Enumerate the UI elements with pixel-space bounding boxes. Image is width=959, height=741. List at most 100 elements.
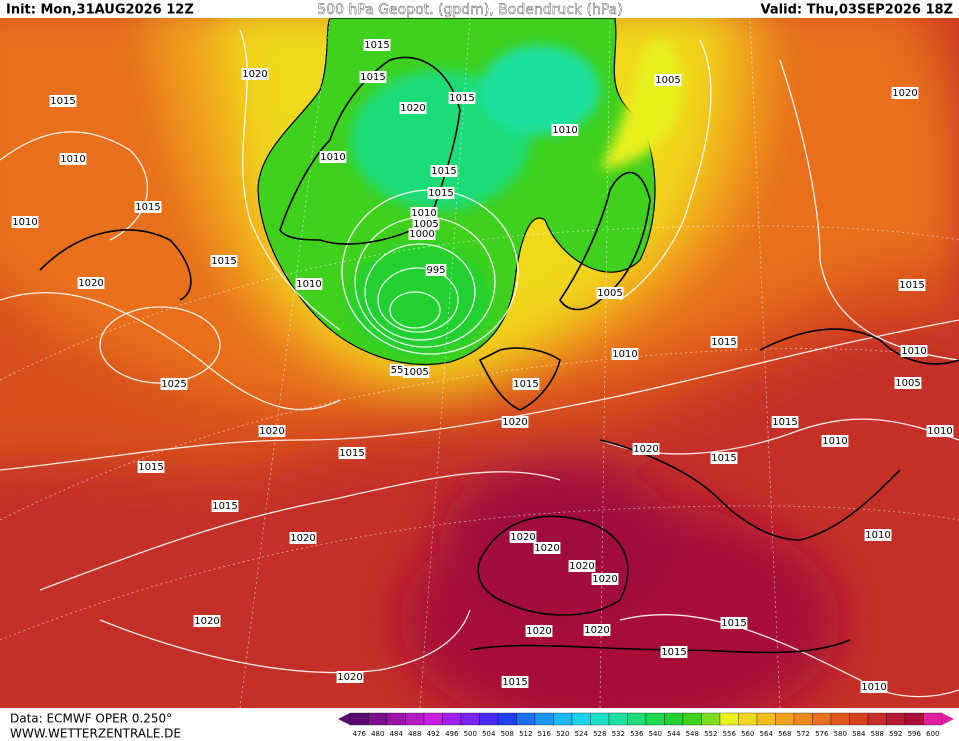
isobar-label-bg bbox=[77, 277, 105, 289]
isobar-label-bg bbox=[654, 74, 682, 86]
isobar-label: 1015 bbox=[431, 166, 456, 177]
isobar-label-bg bbox=[49, 95, 77, 107]
isobar-label-bg bbox=[137, 461, 165, 473]
website: WWW.WETTERZENTRALE.DE bbox=[10, 727, 181, 741]
low-shading bbox=[350, 38, 682, 355]
colorbar-tick-label: 532 bbox=[612, 730, 625, 738]
colorbar-tick-label: 548 bbox=[686, 730, 699, 738]
colorbar-swatch bbox=[793, 712, 813, 726]
isobar-label: 1015 bbox=[899, 280, 924, 291]
isobar-label-bg bbox=[894, 377, 922, 389]
colorbar-tick-label: 504 bbox=[482, 730, 496, 738]
colorbar-tick-label: 556 bbox=[723, 730, 737, 738]
isobar-label: 1010 bbox=[411, 208, 436, 219]
isobar-label-bg bbox=[583, 624, 611, 636]
colorbar-swatch bbox=[590, 712, 610, 726]
isobar-label: 995 bbox=[426, 265, 445, 276]
isobar-label: 1015 bbox=[449, 93, 474, 104]
colorbar-swatch bbox=[349, 712, 369, 726]
colorbar-swatch bbox=[775, 712, 795, 726]
isobar-label: 1020 bbox=[337, 672, 362, 683]
colorbar-swatch bbox=[516, 712, 536, 726]
colorbar-tick-label: 568 bbox=[778, 730, 791, 738]
isobar-label-bg bbox=[509, 531, 537, 543]
colorbar-swatch bbox=[682, 712, 702, 726]
isobar-label: 1010 bbox=[822, 436, 847, 447]
colorbar-swatch bbox=[738, 712, 758, 726]
map-title: 500 hPa Geopot. (gpdm), Bodendruck (hPa) bbox=[317, 2, 622, 18]
colorbar-swatch bbox=[460, 712, 480, 726]
isobar-label: 1015 bbox=[212, 501, 237, 512]
isobar-label-bg bbox=[389, 364, 405, 376]
isobar-label: 1015 bbox=[364, 40, 389, 51]
isobar-label: 1010 bbox=[320, 152, 345, 163]
colorbar-swatch bbox=[701, 712, 721, 726]
isobar-labels: 1015 1020 1015 1015 1015 1020 1005 1020 1010 1010… bbox=[11, 39, 954, 693]
isobar-label-bg bbox=[501, 676, 529, 688]
colorbar: 476 480 484 488 492 496 500 504 508 512 516 520 524 5… bbox=[338, 712, 954, 738]
colorbar-tick-label: 492 bbox=[427, 730, 440, 738]
isobar-label-bg bbox=[160, 378, 188, 390]
isobar-label-bg bbox=[596, 287, 624, 299]
colorbar-tick-label: 544 bbox=[667, 730, 681, 738]
isobar-label: 1000 bbox=[409, 229, 434, 240]
isobar-label-bg bbox=[512, 378, 540, 390]
colorbar-tick-label: 588 bbox=[871, 730, 884, 738]
isobar-label-bg bbox=[425, 264, 447, 276]
colorbar-arrow-left bbox=[338, 713, 350, 725]
isobar-label: 1020 bbox=[194, 616, 219, 627]
colorbar-tick-label: 560 bbox=[741, 730, 754, 738]
isobar-label-bg bbox=[710, 336, 738, 348]
isobar-label: 1005 bbox=[895, 378, 920, 389]
colorbar-swatch bbox=[645, 712, 665, 726]
colorbar-swatch bbox=[497, 712, 517, 726]
isobar-label-bg bbox=[864, 529, 892, 541]
colorbar-swatch bbox=[627, 712, 647, 726]
colorbar-swatch bbox=[405, 712, 425, 726]
colorbar-tick-label: 512 bbox=[519, 730, 532, 738]
colorbar-arrow-right bbox=[942, 713, 954, 725]
colorbar-swatch bbox=[423, 712, 443, 726]
colorbar-swatch bbox=[571, 712, 591, 726]
colorbar-tick-label: 484 bbox=[390, 730, 404, 738]
colorbar-swatch bbox=[479, 712, 499, 726]
isobar-label-bg bbox=[710, 452, 738, 464]
valid-time: Valid: Thu,03SEP2026 18Z bbox=[761, 3, 953, 18]
colorbar-swatch bbox=[756, 712, 776, 726]
isobar-label: 1010 bbox=[927, 426, 952, 437]
isobar-label: 1020 bbox=[400, 103, 425, 114]
isobar-label: 1020 bbox=[290, 533, 315, 544]
isobar-label-bg bbox=[412, 218, 440, 230]
isobar-label: 1005 bbox=[403, 367, 428, 378]
isobar-label: 1015 bbox=[661, 647, 686, 658]
isobar-label: 1015 bbox=[138, 462, 163, 473]
isobar-label: 1020 bbox=[526, 626, 551, 637]
isobar-label: 1020 bbox=[510, 532, 535, 543]
isobar-label-bg bbox=[821, 435, 849, 447]
isobar-label-bg bbox=[363, 39, 391, 51]
colorbar-swatch bbox=[830, 712, 850, 726]
isobar-label: 1010 bbox=[60, 154, 85, 165]
colorbar-tick-label: 540 bbox=[649, 730, 662, 738]
isobar-label-bg bbox=[898, 279, 926, 291]
isobar-label: 1010 bbox=[296, 279, 321, 290]
isobar-label: 1015 bbox=[772, 417, 797, 428]
colorbar-swatch bbox=[553, 712, 573, 726]
isobar-label-bg bbox=[210, 255, 238, 267]
isobar-label: 1020 bbox=[259, 426, 284, 437]
isobar-label-bg bbox=[448, 92, 476, 104]
isobar-label: 1015 bbox=[135, 202, 160, 213]
colorbar-tick-label: 572 bbox=[797, 730, 810, 738]
isobar-label-bg bbox=[410, 207, 438, 219]
isobar-label-bg bbox=[568, 560, 596, 572]
isobar-label-bg bbox=[408, 228, 436, 240]
colorbar-tick-label: 584 bbox=[852, 730, 866, 738]
isobar-label-bg bbox=[134, 201, 162, 213]
colorbar-swatch bbox=[904, 712, 924, 726]
isobar-label-bg bbox=[900, 345, 928, 357]
isobar-label: 1010 bbox=[612, 349, 637, 360]
isobar-label-bg bbox=[241, 68, 269, 80]
isobar-label: 1005 bbox=[413, 219, 438, 230]
